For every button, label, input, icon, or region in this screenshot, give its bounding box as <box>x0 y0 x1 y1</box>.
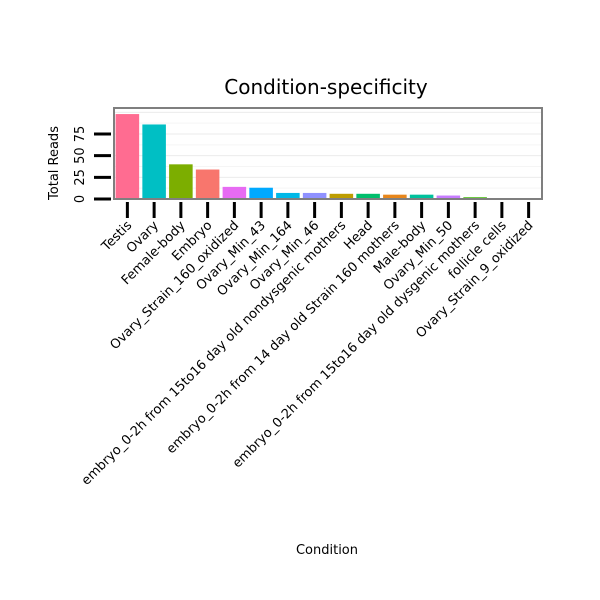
y-tick-label: 0 <box>73 195 88 203</box>
bar <box>356 193 380 198</box>
bar <box>383 194 407 198</box>
bar <box>302 192 327 198</box>
x-axis-label: Condition <box>296 543 358 558</box>
y-tick-label: 50 <box>73 147 88 164</box>
bar <box>169 164 193 198</box>
bar <box>463 197 487 198</box>
y-tick-label: 25 <box>73 169 88 186</box>
bar <box>115 114 140 198</box>
bar <box>276 192 300 198</box>
bars <box>115 114 541 199</box>
x-tick-label: embryo_0-2h from 15to16 day old nondysge… <box>79 218 349 488</box>
bar <box>195 169 220 198</box>
bar <box>409 194 434 198</box>
bar <box>142 124 166 198</box>
y-axis: 0 25 50 75 <box>73 126 111 203</box>
y-tick-label: 75 <box>73 126 88 143</box>
y-axis-label: Total Reads <box>47 126 62 201</box>
bar <box>222 186 247 198</box>
bar <box>249 187 273 198</box>
plot-frame <box>113 107 543 200</box>
bar <box>329 193 354 198</box>
bar <box>436 195 461 198</box>
x-axis: TestisOvaryFemale-bodyEmbryoOvary_Strain… <box>79 202 536 489</box>
chart-title: Condition-specificity <box>224 75 428 99</box>
